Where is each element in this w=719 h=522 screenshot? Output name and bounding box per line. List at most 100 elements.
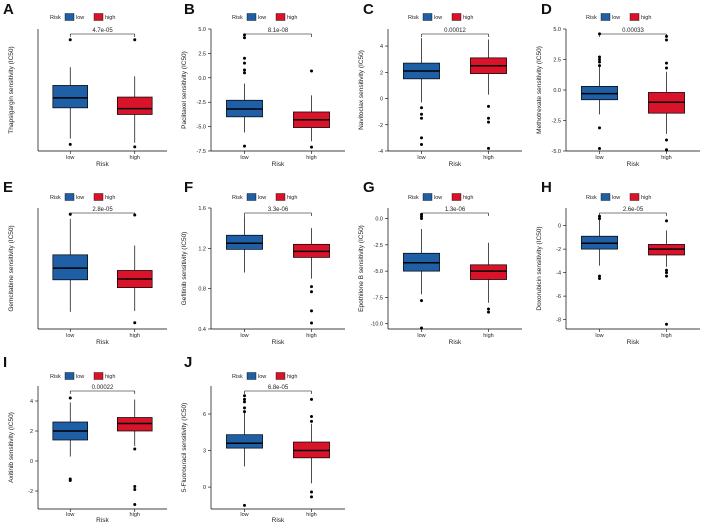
legend-label-low: low [612,15,620,21]
y-tick-label: -2.5 [374,243,383,249]
y-axis-title: Axitinib sensitivity (IC50) [8,412,15,483]
x-tick-label-low: low [240,333,248,339]
x-tick-label-low: low [240,155,248,161]
box-high [293,397,330,499]
y-tick-label: -2 [556,247,561,253]
panel-letter: D [541,1,552,18]
legend-label-low: low [76,374,84,380]
box-high [293,228,330,325]
x-tick-label-high: high [306,333,316,339]
y-tick-label: -4 [378,149,383,155]
y-tick-label: 0.0 [375,217,383,223]
y-axis-title: Gemcitabine sensitivity (IC50) [8,225,15,311]
outlier-point [310,419,313,423]
box-body [470,264,507,280]
legend-swatch-low [246,193,257,201]
outlier-point [243,394,246,398]
y-tick-label: -8 [556,318,561,324]
outlier-point [310,414,313,418]
outlier-point [665,148,668,152]
outlier-point [310,69,313,73]
legend-title: Risk [232,15,243,21]
outlier-point [243,406,246,410]
x-tick-label-low: low [240,512,248,518]
outlier-point [243,397,246,401]
y-tick-label: -5.0 [552,149,561,155]
box-low [226,394,263,507]
outlier-point [133,145,137,149]
legend-label-high: high [641,15,651,21]
outlier-point [487,310,490,314]
y-tick-label: 5.0 [553,27,561,33]
x-tick-label-high: high [661,333,671,339]
panel-g: G Risk low high -10.0 -7.5 -5.0 -2.5 0.0 Epothilo… [358,179,522,346]
outlier-point [420,214,423,218]
y-tick-label: -6 [556,294,561,300]
y-axis-title: Thapsigargin sensitivity (IC50) [8,46,15,133]
panel-letter: E [3,179,13,196]
panel-letter: F [184,179,193,196]
outlier-point [68,396,72,400]
y-axis-title: Navitoclax sensitivity (IC50) [358,50,365,130]
panel-f: F Risk low high 0.4 0.8 1.2 1.6 Gefitinib sensit… [181,179,345,346]
outlier-point [487,307,490,311]
y-tick-label: 2 [380,70,383,76]
y-axis-title: Epothilone B sensitivity (IC50) [358,225,365,312]
legend-label-low: low [76,195,84,201]
x-axis-title: Risk [96,517,109,522]
outlier-point [243,56,246,60]
legend-swatch-high [275,13,286,21]
outlier-point [68,38,72,42]
x-tick-label-high: high [130,512,140,518]
legend-swatch-high [275,193,286,201]
legend: Risk low high [586,193,651,201]
outlier-point [598,58,601,61]
y-tick-label: -2.5 [552,119,561,125]
box-high [648,219,685,326]
outlier-point [420,136,423,140]
outlier-point [243,36,246,40]
x-tick-label-low: low [66,333,74,339]
legend-label-high: high [105,15,115,21]
x-tick-label-low: low [417,333,425,339]
p-value-label: 4.7e-05 [92,28,113,34]
outlier-point [420,217,423,221]
y-axis-title: 5-Fluorouracil sensitivity (IC50) [181,403,188,493]
x-axis-title: Risk [96,339,109,346]
x-tick-label-low: low [595,333,603,339]
box-low [226,33,263,148]
box-body [226,434,263,449]
box-low [403,212,440,330]
y-tick-label: 0 [30,459,33,465]
legend-swatch-high [93,372,104,380]
outlier-point [598,276,601,280]
x-tick-label-high: high [661,155,671,161]
outlier-point [665,138,668,142]
p-value-label: 8.1e-08 [268,28,289,34]
y-tick-label: 4 [380,44,383,50]
legend-title: Risk [408,195,419,201]
box-high [116,399,153,506]
legend-title: Risk [232,374,243,380]
x-tick-label-low: low [66,512,74,518]
box-high [648,34,685,152]
x-axis-title: Risk [627,339,640,346]
y-tick-label: 0 [558,224,561,230]
y-tick-label: 0 [203,485,206,491]
outlier-point [133,321,137,325]
outlier-point [68,479,72,482]
panel-d: D Risk low high -5.0 -2.5 0.0 2.5 5.0 Methotrexat… [536,1,700,168]
legend-label-low: low [258,15,266,21]
x-tick-label-low: low [595,155,603,161]
outlier-point [68,142,72,146]
panel-letter: C [363,1,374,18]
outlier-point [665,219,668,223]
legend-swatch-low [64,13,75,21]
y-tick-label: 0.0 [198,76,206,82]
legend-swatch-low [246,13,257,21]
legend: Risk low high [586,13,651,21]
y-axis-title: Paclitaxel sensitivity (IC50) [181,51,188,129]
legend-title: Risk [586,15,597,21]
y-axis-title: Methotrexate sensitivity (IC50) [536,46,543,134]
